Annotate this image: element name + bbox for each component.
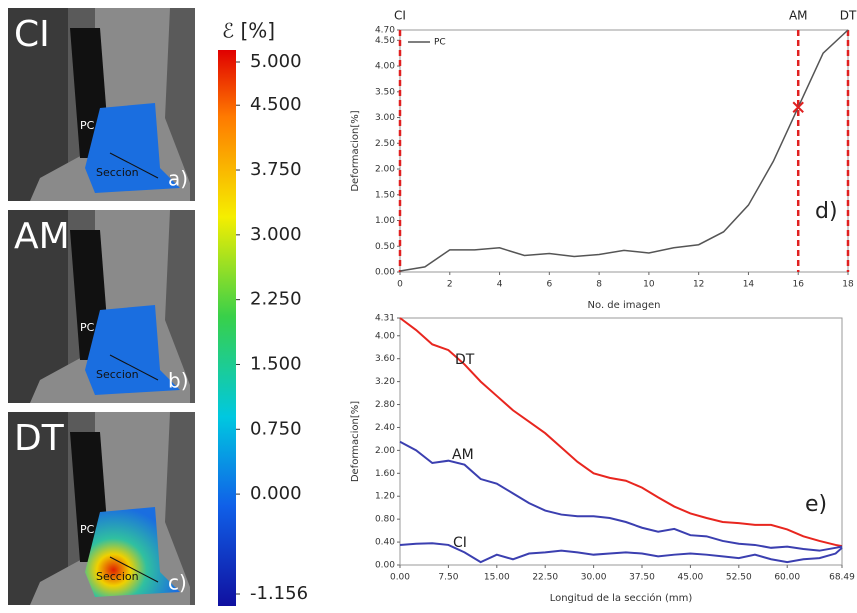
point-label: PC	[80, 321, 95, 334]
y-tick-label: 3.20	[375, 377, 395, 387]
y-tick-label: 4.00	[375, 331, 395, 341]
y-tick-label: 0.00	[375, 561, 395, 571]
strain-map	[85, 305, 180, 395]
section-line	[109, 354, 159, 381]
point-label: PC	[80, 523, 95, 536]
point-label: PC	[80, 119, 95, 132]
panel-label: AM	[14, 216, 70, 257]
x-tick-label: 7.50	[438, 573, 458, 583]
y-axis-label: Deformacion[%]	[350, 401, 361, 482]
y-tick-label: 4.00	[375, 62, 395, 72]
y-tick-label: 2.50	[375, 139, 395, 149]
colorbar-tick-label: 3.000	[250, 224, 302, 245]
colorbar-label: ℰ [%]	[222, 19, 275, 43]
panel-tag: d)	[815, 199, 838, 224]
marker-label: CI	[394, 9, 406, 23]
colorbar-tick-label: 4.500	[250, 94, 302, 115]
panel-label: DT	[14, 418, 65, 459]
series-label: AM	[452, 447, 474, 463]
colorbar-tick-label: 5.000	[250, 51, 302, 72]
x-tick-label: 16	[792, 280, 804, 290]
x-tick-label: 52.50	[726, 573, 752, 583]
x-tick-label: 22.50	[532, 573, 558, 583]
y-axis-label: Deformacion[%]	[350, 110, 361, 191]
section-label: Seccion	[96, 570, 139, 583]
y-tick-label: 1.20	[375, 492, 395, 502]
y-tick-label: 0.50	[375, 242, 395, 252]
x-tick-label: 15.00	[484, 573, 510, 583]
y-tick-label: 2.00	[375, 446, 395, 456]
x-tick-label: 30.00	[581, 573, 607, 583]
y-tick-label: 1.60	[375, 469, 395, 479]
y-tick-label: 3.00	[375, 113, 395, 123]
x-tick-label: 2	[447, 280, 453, 290]
strain-map	[85, 103, 180, 193]
x-tick-label: 4	[497, 280, 503, 290]
series-line	[399, 317, 843, 548]
x-tick-label: 18	[842, 280, 854, 290]
series-label: DT	[455, 352, 475, 368]
marker-label: AM	[789, 9, 808, 23]
y-tick-label: 2.40	[375, 423, 395, 433]
y-tick-label: 2.80	[375, 400, 395, 410]
section-line	[109, 152, 159, 179]
x-tick-label: 14	[743, 280, 755, 290]
x-tick-label: 60.00	[774, 573, 800, 583]
x-tick-label: 8	[596, 280, 602, 290]
series-label: CI	[453, 535, 467, 551]
legend-label: PC	[434, 38, 446, 48]
series-line	[399, 542, 843, 564]
panel-tag: a)	[168, 167, 188, 191]
y-tick-label: 1.00	[375, 216, 395, 226]
colorbar-tick-label: 2.250	[250, 289, 302, 310]
y-tick-label: 1.50	[375, 190, 395, 200]
x-tick-label: 68.49	[829, 573, 855, 583]
x-axis-label: Longitud de la sección (mm)	[550, 592, 693, 604]
panel-label: CI	[14, 14, 50, 55]
panel-tag: c)	[168, 571, 187, 595]
colorbar-tick-label: 0.000	[250, 483, 302, 504]
panel-tag: e)	[805, 492, 827, 517]
x-tick-label: 0	[397, 280, 403, 290]
y-tick-label: 0.40	[375, 538, 395, 548]
x-tick-label: 6	[546, 280, 552, 290]
section-label: Seccion	[96, 368, 139, 381]
y-tick-label: 3.50	[375, 87, 395, 97]
y-tick-label: 4.31	[375, 314, 395, 324]
colorbar-tick-label: 1.500	[250, 353, 302, 374]
x-tick-label: 10	[643, 280, 655, 290]
x-tick-label: 12	[693, 280, 704, 290]
panel-tag: b)	[168, 369, 189, 393]
y-tick-label: 2.00	[375, 165, 395, 175]
strain-map	[85, 507, 180, 597]
y-tick-label: 0.80	[375, 515, 395, 525]
x-tick-label: 0.00	[390, 573, 410, 583]
colorbar-tick-label: 0.750	[250, 418, 302, 439]
x-axis-label: No. de imagen	[588, 300, 661, 311]
series-line	[399, 440, 843, 552]
x-tick-label: 37.50	[629, 573, 655, 583]
x-tick-label: 45.00	[678, 573, 704, 583]
colorbar	[218, 50, 236, 606]
y-tick-label: 4.70	[375, 26, 395, 36]
plot-area	[399, 29, 849, 273]
plot-area	[399, 317, 843, 566]
colorbar-tick-label: -1.156	[250, 583, 308, 604]
section-line	[109, 556, 159, 583]
y-tick-label: 4.50	[375, 36, 395, 46]
highlight-cross	[792, 101, 804, 113]
marker-label: DT	[840, 9, 857, 23]
colorbar-tick-label: 3.750	[250, 159, 302, 180]
section-label: Seccion	[96, 166, 139, 179]
y-tick-label: 0.00	[375, 268, 395, 278]
series-line	[399, 29, 849, 272]
y-tick-label: 3.60	[375, 354, 395, 364]
